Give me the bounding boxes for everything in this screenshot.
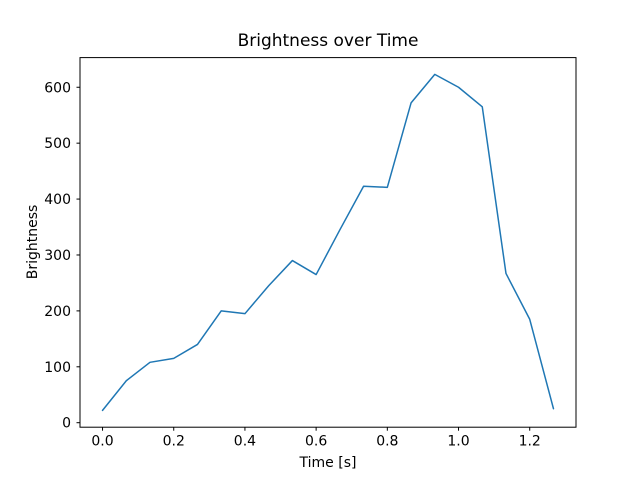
y-tick-label: 600 (44, 80, 71, 96)
chart-title: Brightness over Time (238, 31, 419, 51)
x-axis-label: Time [s] (299, 455, 357, 471)
plot-spine (79, 57, 577, 428)
y-tick-label: 200 (44, 304, 71, 320)
x-tick-label: 0.0 (91, 434, 113, 450)
data-line (101, 73, 555, 412)
x-tick-label: 0.8 (376, 434, 398, 450)
x-tick-label: 1.2 (519, 434, 541, 450)
x-tick-label: 1.0 (447, 434, 469, 450)
y-tick-label: 300 (44, 248, 71, 264)
y-tick-label: 500 (44, 136, 71, 152)
x-tick-label: 0.2 (163, 434, 185, 450)
plot-area: 0.0 0.2 0.4 0.6 0.8 1.0 1.2 0 100 200 300 400 500 600 (44, 57, 577, 450)
y-tick-label: 0 (62, 416, 71, 432)
y-tick-label: 100 (44, 360, 71, 376)
x-tick-label: 0.6 (305, 434, 327, 450)
y-axis-label: Brightness (25, 205, 41, 280)
y-tick-label: 400 (44, 192, 71, 208)
x-tick-label: 0.4 (234, 434, 256, 450)
